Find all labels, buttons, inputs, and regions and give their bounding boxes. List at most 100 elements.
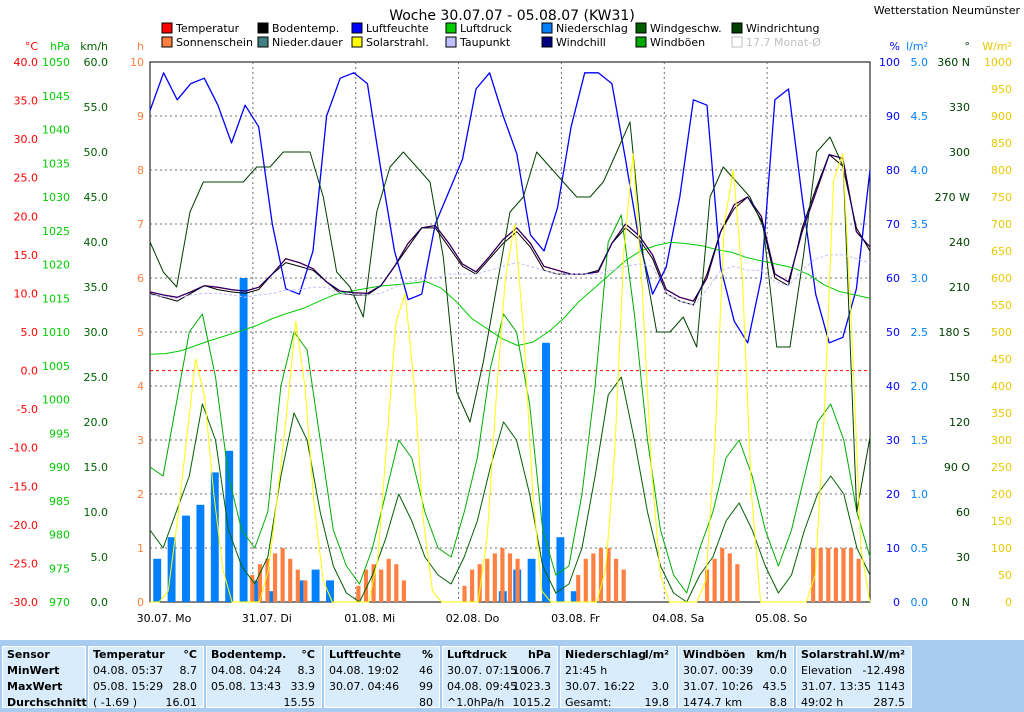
axis-tick-label: -15.0 [10, 480, 38, 493]
x-tick-label: 05.08. So [755, 612, 807, 625]
legend-label: Nieder.dauer [272, 36, 343, 49]
axis-tick-label: 1030 [42, 191, 70, 204]
axis-tick-label: 30 [886, 434, 900, 447]
bar-niederschlag [297, 580, 306, 602]
stats-cell-right: °C [301, 648, 315, 661]
axis-tick-label: 20.0 [14, 210, 39, 223]
axis-tick-label: 35.0 [14, 95, 39, 108]
bar-sonnenschein [727, 553, 732, 602]
legend-swatch [445, 22, 457, 34]
axis-tick-label: 950 [991, 83, 1012, 96]
bar-niederschlag [542, 342, 550, 602]
axis-tick-label: 975 [49, 562, 70, 575]
axis-unit-left: km/h [80, 40, 108, 53]
stats-cell-right: 33.9 [290, 680, 316, 693]
stats-row: 15.55 [207, 695, 321, 711]
bar-sonnenschein [363, 569, 369, 602]
axis-tick-label: 650 [991, 245, 1012, 258]
axis-tick-label: 1000 [42, 394, 70, 407]
axis-tick-label: 330 [949, 101, 970, 114]
axis-tick-label: 970 [49, 596, 70, 609]
bar-niederschlag [210, 472, 219, 602]
axis-tick-label: 40 [886, 380, 900, 393]
bar-sonnenschein [295, 569, 300, 602]
stats-row: ( -1.69 ) 16.01 [89, 695, 203, 711]
legend-swatch [445, 36, 457, 48]
bar-sonnenschein [720, 548, 725, 602]
stats-cell-left: Temperatur [93, 648, 165, 661]
axis-tick-label: 60.0 [84, 56, 109, 69]
axis-tick-label: 2 [137, 488, 144, 501]
line-luftfeuchte [149, 72, 871, 344]
stats-cell-left: 04.08. 04:24 [211, 664, 282, 677]
bar-sonnenschein [265, 558, 270, 602]
axis-tick-label: 450 [991, 353, 1012, 366]
axis-layer: °C40.035.030.025.020.015.010.05.00.0-5.0… [10, 40, 1012, 625]
stats-cell-left: Gesamt: [565, 696, 612, 709]
bar-niederschlag [268, 591, 277, 602]
axis-tick-label: 45.0 [84, 191, 109, 204]
axis-tick-label: 2.5 [911, 326, 929, 339]
axis-tick-label: 1045 [42, 90, 70, 103]
axis-unit-left: h [137, 40, 144, 53]
stats-row: Windböen km/h [679, 647, 793, 663]
axis-unit-left: hPa [50, 40, 70, 53]
stats-panel: Sensor MinWert MaxWert Durchschnitt Temp… [0, 640, 1024, 712]
axis-tick-label: -10.0 [10, 442, 38, 455]
axis-tick-label: 3 [137, 434, 144, 447]
stats-cell-right: 80 [419, 696, 433, 709]
axis-tick-label: 900 [991, 110, 1012, 123]
stats-cell-right: W/m² [872, 648, 905, 661]
line-luftdruck [149, 241, 871, 355]
axis-tick-label: 210 [949, 281, 970, 294]
axis-tick-label: 300 [949, 146, 970, 159]
bar-sonnenschein [507, 553, 513, 602]
axis-tick-label: 3.5 [911, 218, 929, 231]
bar-niederschlag [167, 537, 176, 602]
bar-niederschlag [153, 558, 162, 602]
axis-tick-label: 60 [886, 272, 900, 285]
axis-tick-label: 150 [991, 515, 1012, 528]
axis-tick-label: 800 [991, 164, 1012, 177]
axis-tick-label: 1035 [42, 157, 70, 170]
stats-cell-left: 04.08. 19:02 [329, 664, 400, 677]
x-tick-label: 30.07. Mo [137, 612, 192, 625]
axis-tick-label: 1025 [42, 225, 70, 238]
line-taupunkt [149, 254, 871, 306]
axis-tick-label: 100 [991, 542, 1012, 555]
stats-row: Luftdruck hPa [443, 647, 557, 663]
bar-sonnenschein [485, 558, 490, 602]
stats-row: 30.07. 07:15 1006.7 [443, 663, 557, 679]
axis-tick-label: 1000 [984, 56, 1012, 69]
legend-swatch [541, 36, 553, 48]
stats-cell-left: ^1.0hPa/h [447, 696, 505, 709]
axis-tick-label: 1.0 [911, 488, 929, 501]
axis-tick-label: 985 [49, 495, 70, 508]
axis-tick-label: 150 [949, 371, 970, 384]
legend-label: 17.7 Monat-Ø [746, 36, 821, 49]
axis-tick-label: 400 [991, 380, 1012, 393]
legend-label: Luftdruck [460, 22, 512, 35]
x-tick-label: 04.08. Sa [652, 612, 704, 625]
stats-section-luftfeuchte: Luftfeuchte% 04.08. 19:02 46 30.07. 04:46 99… [324, 646, 440, 709]
axis-tick-label: 1050 [42, 56, 70, 69]
stats-row: 30.07. 16:22 3.0 [561, 679, 675, 695]
axis-tick-label: 0.5 [911, 542, 929, 555]
axis-tick-label: 50 [998, 569, 1012, 582]
bar-niederschlag [239, 278, 248, 602]
axis-tick-label: 8 [137, 164, 144, 177]
axis-tick-label: 35.0 [84, 281, 109, 294]
stats-cell-left: Windböen [683, 648, 746, 661]
axis-tick-label: 850 [991, 137, 1012, 150]
bar-sonnenschein [606, 548, 611, 602]
stats-cell-right: 8.7 [179, 664, 198, 677]
axis-tick-label: 120 [949, 416, 970, 429]
legend-swatch [541, 22, 553, 34]
legend-label: Luftfeuchte [366, 22, 429, 35]
bar-sonnenschein [614, 558, 619, 602]
axis-tick-label: 20 [886, 488, 900, 501]
legend-swatch [161, 22, 173, 34]
bar-niederschlag [556, 537, 565, 602]
axis-tick-label: -25.0 [10, 557, 38, 570]
stats-row: Niederschlag l/m² [561, 647, 675, 663]
